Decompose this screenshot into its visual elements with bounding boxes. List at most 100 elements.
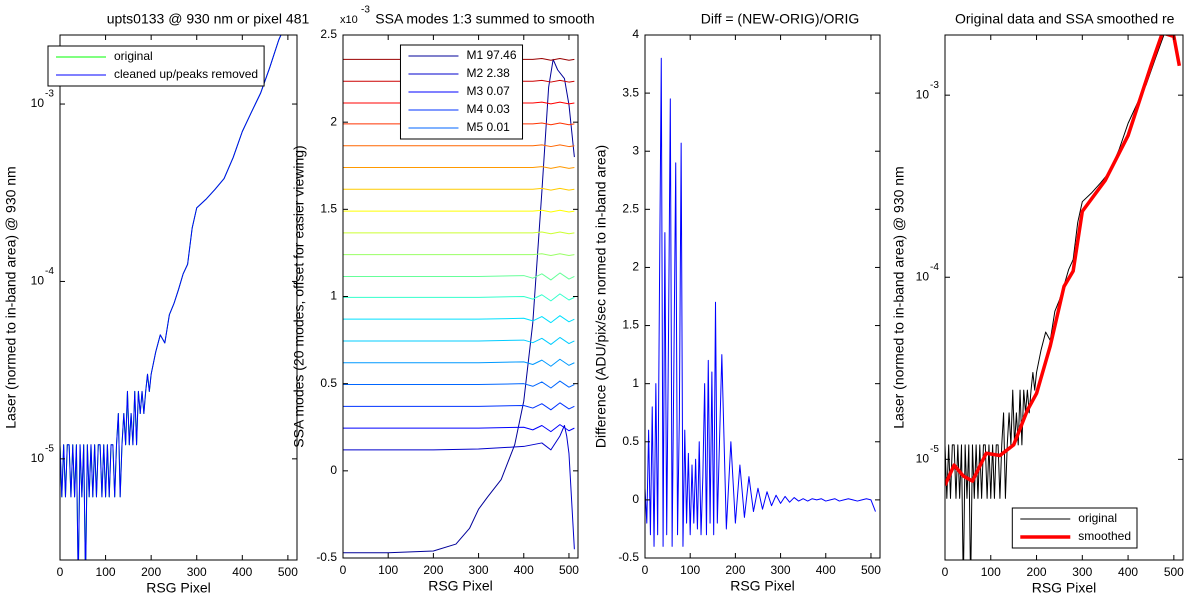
x-tick-label: 500 <box>1164 565 1184 579</box>
x-axis-label: RSG Pixel <box>146 580 211 596</box>
y-axis-label: Difference (ADU/pix/sec normed to in-ban… <box>593 145 609 448</box>
y-tick-label: 2 <box>330 114 337 128</box>
chart-title: Diff = (NEW-ORIG)/ORIG <box>701 11 860 27</box>
x-tick-label: 100 <box>981 565 1001 579</box>
series-group <box>945 35 1182 560</box>
y-tick-exponent: -3 <box>45 89 54 100</box>
series-group <box>60 35 282 560</box>
legend-label: original <box>1078 511 1117 525</box>
y-tick-label: 10 <box>31 451 45 465</box>
y-tick-label: 3.5 <box>622 85 639 99</box>
y-axis-label: SSA modes (20 modes, offset for easier v… <box>291 145 307 447</box>
y-tick-exponent: -5 <box>930 444 939 455</box>
y-tick-label: 10 <box>916 87 930 101</box>
chart-title: Original data and SSA smoothed re <box>955 11 1175 27</box>
x-tick-label: 0 <box>340 563 347 577</box>
x-axis-label: RSG Pixel <box>730 578 795 594</box>
y-multiplier-exponent: -3 <box>361 5 370 16</box>
x-tick-label: 500 <box>278 565 298 579</box>
series-line <box>343 187 575 191</box>
legend: original smoothed <box>1011 507 1138 549</box>
x-tick-label: 400 <box>816 563 836 577</box>
y-tick-label: 3 <box>632 143 639 157</box>
y-tick-label: 1 <box>632 376 639 390</box>
x-tick-label: 200 <box>725 563 745 577</box>
x-tick-label: 100 <box>96 565 116 579</box>
x-axis-label: RSG Pixel <box>1032 580 1097 596</box>
y-tick-label: -0.5 <box>316 550 337 564</box>
legend-label: original <box>114 49 153 63</box>
y-tick-label: 10 <box>31 274 45 288</box>
x-tick-label: 500 <box>861 563 881 577</box>
series-line <box>645 57 876 547</box>
x-tick-label: 0 <box>642 563 649 577</box>
x-tick-label: 300 <box>1072 565 1092 579</box>
series-line <box>343 402 575 411</box>
series-line <box>343 231 575 235</box>
y-tick-label: 0.5 <box>622 434 639 448</box>
series-line <box>343 425 575 550</box>
plot-area <box>945 35 1183 560</box>
y-tick-label: 0.5 <box>320 376 337 390</box>
legend-box <box>1011 507 1138 549</box>
x-tick-label: 300 <box>469 563 489 577</box>
y-tick-label: 2 <box>632 260 639 274</box>
chart-title: upts0133 @ 930 nm or pixel 481 <box>107 11 310 27</box>
series-line <box>343 272 575 281</box>
series-group <box>343 58 575 554</box>
series-line <box>343 144 575 148</box>
y-tick-label: 10 <box>916 269 930 283</box>
series-line <box>343 166 575 169</box>
x-tick-label: 400 <box>1118 565 1138 579</box>
y-tick-exponent: -4 <box>45 266 54 277</box>
plot-area <box>60 35 297 560</box>
y-tick-label: 4 <box>632 27 639 41</box>
series-line <box>343 380 575 389</box>
legend-label: M1 97.46 <box>466 48 516 62</box>
x-tick-label: 200 <box>1027 565 1047 579</box>
series-line <box>60 35 282 560</box>
x-tick-label: 400 <box>514 563 534 577</box>
y-tick-label: 1.5 <box>622 318 639 332</box>
y-axis-label: Laser (normed to in-band area) @ 930 nm <box>3 166 19 428</box>
legend: M1 97.46 M2 2.38 M3 0.07 M4 0.03 M5 0.01 <box>399 44 524 140</box>
x-tick-label: 400 <box>232 565 252 579</box>
y-axis-label: Laser (normed to in-band area) @ 930 nm <box>891 166 907 428</box>
series-line <box>945 35 1180 560</box>
x-tick-label: 100 <box>680 563 700 577</box>
y-tick-exponent: -4 <box>930 262 939 273</box>
axes-box <box>644 34 881 559</box>
series-line <box>343 209 575 213</box>
axes-box <box>59 34 298 561</box>
y-tick-exponent: -5 <box>45 443 54 454</box>
x-axis-label: RSG Pixel <box>428 578 493 594</box>
y-tick-label: 2.5 <box>622 202 639 216</box>
series-line <box>343 336 575 345</box>
chart-title: SSA modes 1:3 summed to smooth <box>375 11 594 27</box>
y-multiplier: x10 <box>340 14 358 26</box>
series-line <box>343 58 575 554</box>
series-line <box>343 358 575 367</box>
legend-label: cleaned up/peaks removed <box>114 67 258 81</box>
y-tick-label: 10 <box>31 96 45 110</box>
y-tick-label: 0 <box>330 463 337 477</box>
x-tick-label: 0 <box>942 565 949 579</box>
y-tick-exponent: -3 <box>930 80 939 91</box>
x-tick-label: 500 <box>559 563 579 577</box>
axes-box <box>944 34 1184 561</box>
y-tick-label: 0 <box>632 492 639 506</box>
series-line <box>343 293 575 302</box>
series-line <box>343 424 575 433</box>
x-tick-label: 300 <box>771 563 791 577</box>
legend-box <box>47 45 265 87</box>
legend-label: M3 0.07 <box>466 84 510 98</box>
x-tick-label: 200 <box>423 563 443 577</box>
series-group <box>645 57 876 547</box>
y-tick-label: 1 <box>330 289 337 303</box>
legend-label: M5 0.01 <box>466 120 510 134</box>
x-tick-label: 100 <box>378 563 398 577</box>
y-tick-label: 2.5 <box>320 27 337 41</box>
x-tick-label: 200 <box>141 565 161 579</box>
legend-label: M4 0.03 <box>466 102 510 116</box>
